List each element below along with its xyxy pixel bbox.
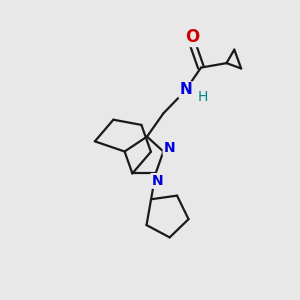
Text: N: N: [151, 174, 163, 188]
Text: H: H: [198, 90, 208, 104]
Text: O: O: [185, 28, 200, 46]
Text: N: N: [179, 82, 192, 97]
Text: N: N: [164, 141, 175, 155]
